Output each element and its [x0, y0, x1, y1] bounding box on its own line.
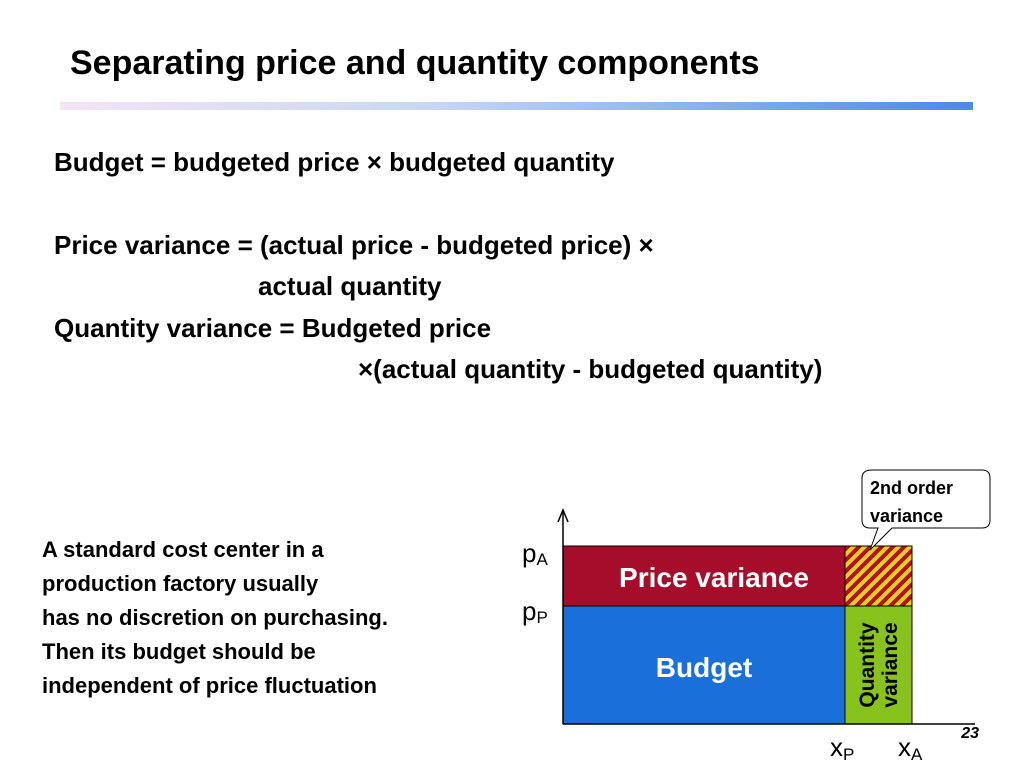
callout-text: variance	[870, 506, 943, 526]
callout	[861, 469, 991, 551]
note-line: A standard cost center in a	[42, 537, 324, 562]
page-number: 23	[960, 725, 979, 742]
axis-label: pA	[522, 538, 548, 569]
formula-line: ×(actual quantity - budgeted quantity)	[358, 354, 823, 384]
formula-line: Quantity variance = Budgeted price	[54, 313, 492, 343]
note-line: has no discretion on purchasing.	[42, 605, 388, 630]
note-line: independent of price fluctuation	[42, 673, 377, 698]
axis-label: xA	[898, 732, 923, 764]
second-order-area	[844, 545, 913, 607]
formula-line: Price variance = (actual price - budgete…	[54, 230, 654, 260]
budget-area	[562, 605, 846, 725]
y-axis-arrow	[557, 508, 569, 523]
axis-label: xP	[830, 732, 854, 764]
price-variance-label: Price variance	[619, 562, 809, 593]
budget-label: Budget	[656, 652, 752, 683]
note-line: Then its budget should be	[42, 639, 316, 664]
title-rule	[60, 102, 973, 110]
formula-line: Budget = budgeted price × budgeted quant…	[54, 147, 615, 177]
note-line: production factory usually	[42, 571, 319, 596]
formula-line: actual quantity	[258, 271, 442, 301]
quantity-variance-label: Quantity	[856, 622, 879, 707]
axis-label: pP	[522, 596, 548, 627]
callout-text: 2nd order	[870, 478, 953, 498]
quantity-variance-label: variance	[879, 622, 902, 707]
slide-title: Separating price and quantity components	[70, 44, 760, 82]
